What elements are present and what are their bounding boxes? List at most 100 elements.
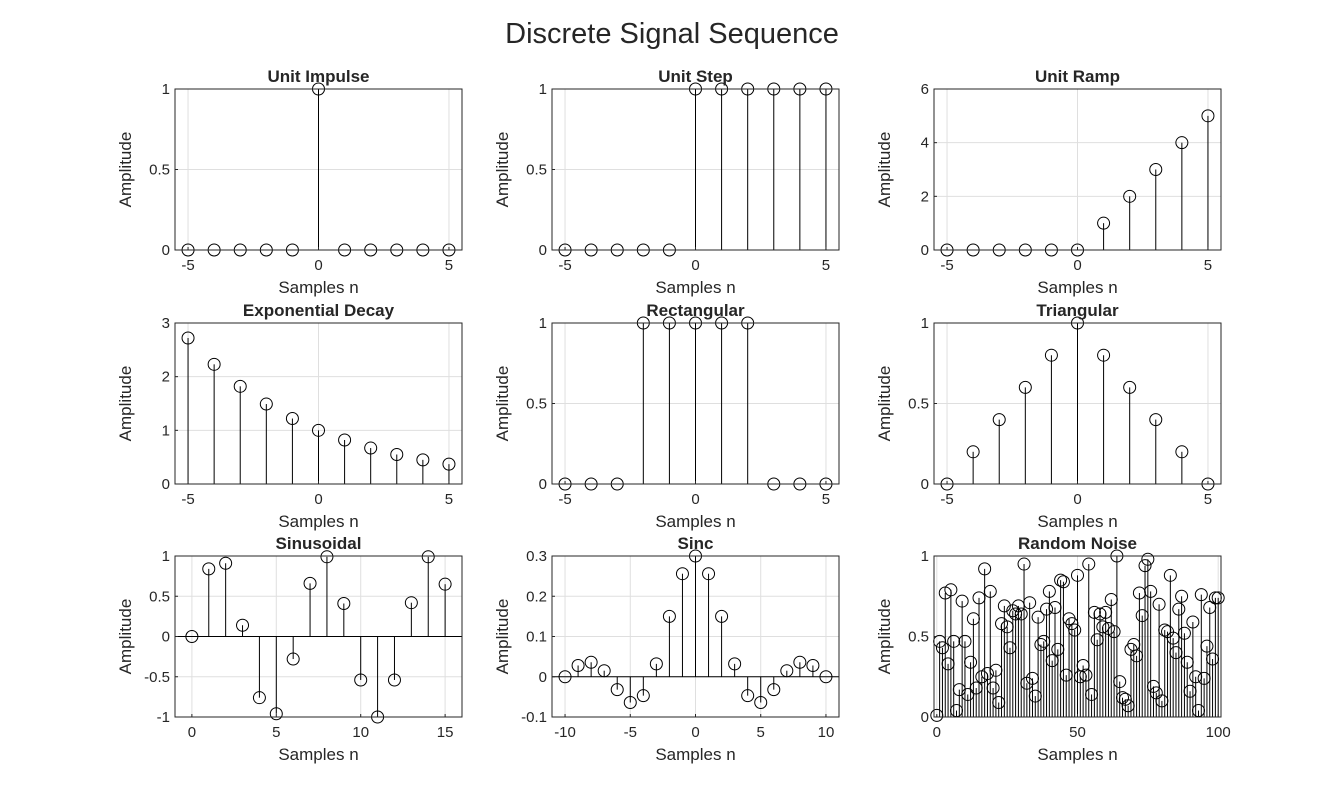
- stem-marker: [404, 596, 418, 610]
- stem-marker: [806, 658, 820, 672]
- y-tick-label: 0: [921, 709, 929, 726]
- stem-marker: [935, 641, 949, 655]
- stem-marker: [955, 594, 969, 608]
- stem-marker: [754, 696, 768, 710]
- x-axis-label: Samples n: [655, 745, 735, 764]
- stem-marker: [819, 670, 833, 684]
- stem-marker: [1107, 625, 1121, 639]
- stem-marker: [947, 634, 961, 648]
- stem-marker: [185, 630, 199, 643]
- x-axis-label: Samples n: [278, 278, 358, 297]
- stem-marker: [1149, 163, 1163, 176]
- stem-marker: [233, 379, 247, 393]
- stem-marker: [1123, 380, 1137, 394]
- subplot-6: -5 0 5 0 0.5 1 Triangular Samples n Amplitude: [875, 301, 1222, 531]
- stem-marker: [312, 423, 325, 437]
- stem-marker: [1201, 109, 1215, 123]
- y-tick-label: 0: [539, 669, 547, 686]
- stem-marker: [1163, 568, 1177, 582]
- x-tick-label: 5: [445, 257, 453, 274]
- y-tick-label: 1: [162, 422, 170, 439]
- stem-marker: [980, 667, 994, 681]
- x-tick-label: 5: [822, 491, 830, 508]
- y-tick-label: 1: [162, 548, 170, 565]
- stem-marker: [966, 445, 980, 459]
- x-axis-label: Samples n: [1037, 512, 1117, 531]
- x-tick-label: 0: [314, 257, 322, 274]
- x-axis-label: Samples n: [655, 278, 735, 297]
- x-axis-label: Samples n: [655, 512, 735, 531]
- stem-marker: [958, 634, 972, 648]
- x-tick-label: -5: [940, 257, 953, 274]
- stem-marker: [1068, 623, 1082, 637]
- y-axis-label: Amplitude: [875, 366, 894, 442]
- subplot-title: Unit Step: [658, 67, 733, 86]
- stem-marker: [1040, 602, 1054, 616]
- y-tick-label: 0.3: [526, 548, 547, 565]
- y-tick-label: 1: [539, 315, 547, 332]
- stem-marker: [364, 441, 378, 455]
- y-tick-label: 4: [921, 135, 929, 152]
- stem-marker: [1144, 584, 1158, 598]
- x-tick-label: 0: [1073, 257, 1081, 274]
- y-tick-label: 1: [921, 315, 929, 332]
- subplot-1: -5 0 5 0 0.5 1 Unit Impulse Samples n Amplitude: [116, 67, 463, 297]
- subplot-title: Sinc: [678, 534, 714, 553]
- x-tick-label: 5: [822, 257, 830, 274]
- subplot-title: Exponential Decay: [243, 301, 395, 320]
- x-tick-label: 5: [1204, 257, 1212, 274]
- x-tick-label: 100: [1206, 724, 1231, 741]
- stem-marker: [1152, 597, 1166, 611]
- y-tick-label: 0.5: [149, 588, 170, 605]
- y-tick-label: 0.5: [908, 396, 929, 413]
- stem-marker: [1186, 615, 1200, 629]
- subplot-9: 0 50 100 0 0.5 1 Random Noise Samples n Amplitud…: [875, 534, 1231, 764]
- stem-marker: [416, 453, 430, 467]
- y-tick-label: 0: [162, 629, 170, 646]
- stem-marker: [1194, 588, 1208, 602]
- subplot-title: Unit Impulse: [267, 67, 369, 86]
- stem-marker: [623, 696, 637, 710]
- stem-marker: [1056, 575, 1070, 589]
- x-tick-label: 5: [445, 491, 453, 508]
- stem-marker: [983, 584, 997, 598]
- stem-marker: [780, 664, 794, 678]
- stem-marker: [1113, 675, 1127, 689]
- stem-marker: [793, 655, 807, 669]
- stem-marker: [1097, 348, 1111, 362]
- stem-marker: [741, 689, 755, 703]
- x-tick-label: -5: [624, 724, 637, 741]
- stem-marker: [219, 556, 233, 570]
- stem-marker: [285, 412, 299, 426]
- y-tick-label: -0.1: [521, 709, 547, 726]
- y-tick-label: 0.5: [526, 162, 547, 179]
- stem-marker: [181, 331, 195, 345]
- y-axis-label: Amplitude: [116, 366, 135, 442]
- stem-marker: [649, 657, 663, 671]
- subplot-title: Rectangular: [646, 301, 745, 320]
- stem-marker: [767, 683, 781, 697]
- stem-marker: [387, 673, 401, 687]
- x-tick-label: 5: [272, 724, 280, 741]
- y-tick-label: 0: [162, 242, 170, 259]
- x-tick-label: 10: [352, 724, 369, 741]
- y-tick-label: 1: [162, 81, 170, 98]
- x-tick-label: -5: [940, 491, 953, 508]
- y-tick-label: -1: [157, 709, 170, 726]
- stem-marker: [1175, 136, 1189, 150]
- y-axis-label: Amplitude: [116, 599, 135, 675]
- stem-marker: [597, 664, 611, 678]
- x-tick-label: 0: [933, 724, 941, 741]
- stem-marker: [1177, 626, 1191, 640]
- stem-marker: [1071, 568, 1084, 582]
- subplot-4: -5 0 5 0 1 2 3 Exponential Decay Samples n Amplit…: [116, 301, 463, 531]
- stem-marker: [1149, 413, 1163, 427]
- y-tick-label: 0.5: [526, 396, 547, 413]
- stem-marker: [636, 689, 650, 703]
- stem-marker: [421, 550, 435, 564]
- stem-marker: [1017, 557, 1031, 571]
- stem-marker: [610, 683, 624, 697]
- stem-marker: [558, 670, 572, 684]
- stem-marker: [571, 658, 585, 672]
- stem-marker: [1044, 348, 1058, 362]
